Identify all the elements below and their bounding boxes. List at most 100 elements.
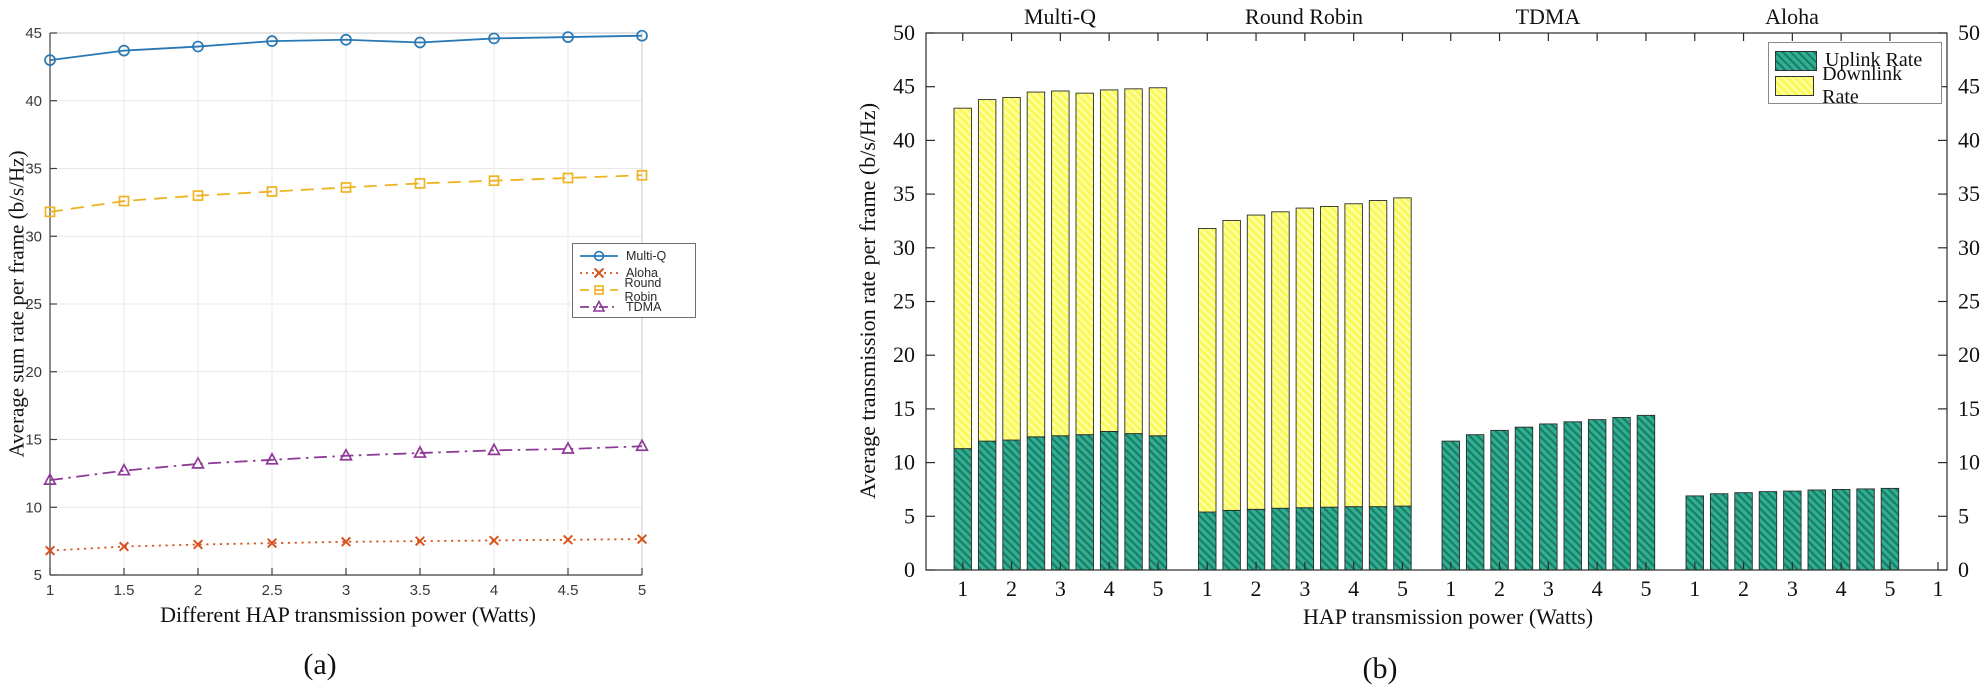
chart-b-group-label-aloha: Aloha bbox=[1765, 4, 1819, 29]
x-tick-label: 1 bbox=[1689, 576, 1700, 601]
bar-uplink bbox=[1246, 508, 1266, 571]
y-tick-label: 25 bbox=[25, 296, 42, 313]
x-tick-label: 2 bbox=[1738, 576, 1749, 601]
bar-uplink bbox=[1393, 505, 1412, 571]
y-tick-label-right: 0 bbox=[1958, 557, 1969, 582]
y-tick-label-left: 10 bbox=[893, 450, 915, 475]
y-tick-label-right: 45 bbox=[1958, 74, 1980, 99]
marker-square bbox=[636, 169, 648, 181]
bar-uplink bbox=[1198, 511, 1217, 571]
y-tick-label: 10 bbox=[25, 499, 42, 516]
bar-uplink bbox=[1587, 419, 1607, 571]
bar-uplink bbox=[1320, 506, 1339, 571]
y-tick-label-left: 45 bbox=[893, 74, 915, 99]
legend-line-sample-multi-q-icon bbox=[580, 250, 618, 261]
legend-a-item-aloha: Aloha bbox=[573, 264, 695, 281]
y-tick-label-left: 0 bbox=[904, 557, 915, 582]
bar-downlink bbox=[1148, 87, 1168, 437]
y-tick-label-right: 10 bbox=[1958, 450, 1980, 475]
marker-square bbox=[340, 182, 352, 193]
marker-circle bbox=[266, 35, 278, 47]
bar-uplink bbox=[1563, 421, 1582, 571]
y-tick-label: 40 bbox=[25, 93, 42, 110]
x-tick-label: 1.5 bbox=[114, 582, 135, 599]
bar-uplink bbox=[1344, 506, 1363, 571]
bar-uplink bbox=[1490, 429, 1509, 571]
marker-x bbox=[266, 538, 278, 549]
x-tick-label: 1 bbox=[1202, 576, 1213, 601]
marker-circle bbox=[118, 44, 130, 57]
chart-b-y-axis-label: Average transmission rate per frame (b/s… bbox=[855, 102, 880, 500]
legend-b-label-uplink: Uplink Rate bbox=[1825, 49, 1923, 71]
y-tick-label: 5 bbox=[34, 567, 42, 584]
y-tick-label-right: 15 bbox=[1958, 396, 1980, 421]
y-tick-label-left: 35 bbox=[893, 181, 915, 206]
bar-uplink bbox=[1295, 507, 1315, 571]
bar-downlink bbox=[1246, 214, 1266, 510]
legend-b-item-downlink: Downlink Rate bbox=[1775, 63, 1935, 108]
x-tick-label: 4 bbox=[1104, 576, 1115, 601]
chart-b-x-axis-label: HAP transmission power (Watts) bbox=[1302, 604, 1594, 629]
bar-uplink bbox=[1831, 489, 1851, 571]
bar-downlink bbox=[1393, 197, 1412, 507]
bar-downlink bbox=[1344, 203, 1363, 508]
bar-downlink bbox=[953, 107, 972, 450]
y-tick-label-left: 20 bbox=[893, 342, 915, 367]
legend-line-sample-aloha-icon bbox=[580, 267, 618, 278]
bar-downlink bbox=[1026, 91, 1046, 438]
chart-b-group-label-round-robin: Round Robin bbox=[1245, 4, 1363, 29]
bar-uplink bbox=[1734, 492, 1753, 571]
y-tick-label-left: 50 bbox=[893, 20, 915, 45]
marker-triangle bbox=[339, 447, 353, 461]
x-tick-label: 2 bbox=[194, 582, 202, 599]
legend-b-label-downlink: Downlink Rate bbox=[1822, 62, 1903, 108]
bar-downlink bbox=[1099, 89, 1119, 432]
marker-triangle bbox=[487, 442, 501, 456]
bar-uplink bbox=[1612, 417, 1631, 571]
legend-b-swatch-uplink-icon bbox=[1775, 50, 1817, 71]
legend-a-label-aloha: Aloha bbox=[626, 265, 658, 280]
y-tick-label-left: 15 bbox=[893, 396, 915, 421]
bar-uplink bbox=[977, 440, 997, 571]
y-tick-label-right: 5 bbox=[1958, 503, 1969, 528]
y-tick-label: 45 bbox=[25, 25, 42, 42]
x-tick-label: 4 bbox=[1836, 576, 1847, 601]
caption-b: (b) bbox=[1362, 652, 1398, 685]
y-tick-label-right: 30 bbox=[1958, 235, 1980, 260]
bar-uplink bbox=[1636, 414, 1656, 571]
caption-a: (a) bbox=[303, 648, 337, 681]
y-tick-label-right: 35 bbox=[1958, 181, 1980, 206]
bar-downlink bbox=[1002, 96, 1021, 441]
marker-square bbox=[192, 190, 204, 201]
y-tick-label-left: 30 bbox=[893, 235, 915, 260]
x-tick-label: 4 bbox=[1348, 576, 1359, 601]
chart-b-group-label-tdma: TDMA bbox=[1515, 4, 1581, 29]
marker-square bbox=[118, 195, 130, 207]
bar-uplink bbox=[1685, 495, 1704, 571]
marker-circle bbox=[562, 31, 574, 43]
marker-triangle bbox=[561, 441, 575, 454]
legend-b-item-uplink: Uplink Rate bbox=[1775, 48, 1935, 73]
bar-uplink bbox=[1807, 489, 1826, 571]
bar-downlink bbox=[1295, 207, 1315, 509]
marker-x bbox=[488, 535, 500, 546]
marker-triangle bbox=[191, 456, 205, 469]
x-tick-label: 5 bbox=[638, 582, 646, 599]
bar-downlink bbox=[1075, 92, 1094, 436]
marker-square bbox=[414, 178, 426, 189]
x-tick-label: 2.5 bbox=[262, 582, 283, 599]
marker-x bbox=[118, 541, 130, 552]
marker-circle bbox=[488, 32, 500, 45]
marker-x bbox=[340, 536, 352, 547]
bar-uplink bbox=[1026, 436, 1046, 571]
marker-circle bbox=[636, 29, 648, 42]
bar-uplink bbox=[1783, 490, 1802, 571]
marker-x bbox=[44, 545, 56, 556]
x-tick-label: 1 bbox=[46, 582, 54, 599]
bar-uplink bbox=[1002, 439, 1021, 571]
series-line-multi-q bbox=[49, 34, 643, 61]
marker-circle bbox=[44, 54, 56, 66]
x-tick-label: 3 bbox=[1299, 576, 1310, 601]
y-tick-label-right: 50 bbox=[1958, 20, 1980, 45]
x-tick-label: 3 bbox=[342, 582, 350, 599]
